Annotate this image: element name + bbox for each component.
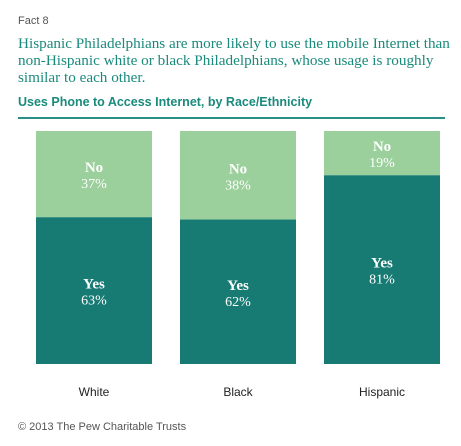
yes-series-label-black: Yes [227, 278, 249, 294]
bar-yes-black [180, 219, 296, 364]
bar-no-white [36, 131, 152, 218]
no-value-label-black: 38% [225, 178, 251, 193]
chart-title: Uses Phone to Access Internet, by Race/E… [18, 95, 313, 109]
title-divider [18, 117, 445, 119]
copyright-footer: © 2013 The Pew Charitable Trusts [18, 421, 187, 433]
no-series-label-white: No [85, 160, 103, 176]
yes-series-label-hispanic: Yes [371, 256, 393, 272]
category-label-hispanic: Hispanic [359, 385, 405, 399]
bar-yes-hispanic [324, 175, 440, 364]
category-label-white: White [79, 385, 110, 399]
yes-value-label-hispanic: 81% [369, 273, 395, 288]
bar-no-hispanic [324, 131, 440, 176]
no-series-label-hispanic: No [373, 139, 391, 155]
headline: Hispanic Philadelphians are more likely … [18, 35, 450, 86]
bar-yes-white [36, 217, 152, 364]
fact-label: Fact 8 [18, 15, 49, 27]
yes-value-label-black: 62% [225, 295, 251, 310]
no-value-label-white: 37% [81, 177, 107, 192]
no-series-label-black: No [229, 161, 247, 177]
no-value-label-hispanic: 19% [369, 156, 395, 171]
category-label-black: Black [223, 385, 253, 399]
bar-no-black [180, 131, 296, 220]
yes-series-label-white: Yes [83, 277, 105, 293]
yes-value-label-white: 63% [81, 294, 107, 309]
